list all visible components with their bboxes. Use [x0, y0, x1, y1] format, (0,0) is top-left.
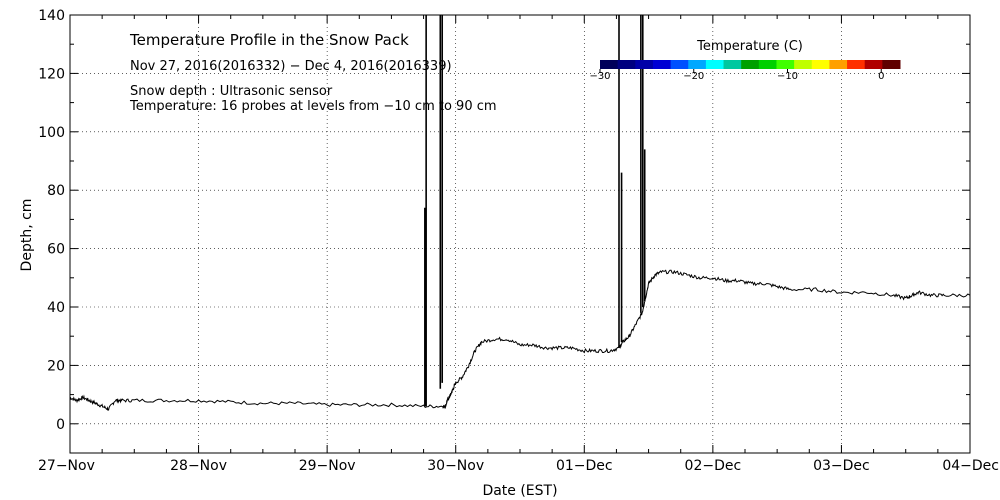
colorbar-cells — [600, 60, 901, 69]
x-tick-label: 01−Dec — [556, 458, 613, 474]
colorbar-cell — [864, 60, 883, 69]
colorbar-title: Temperature (C) — [696, 39, 803, 54]
y-tick-label: 140 — [38, 8, 65, 24]
colorbar-tick-label: −20 — [683, 71, 704, 82]
colorbar-cell — [652, 60, 672, 69]
colorbar-cell — [600, 60, 619, 69]
axis-ticks — [69, 14, 971, 454]
plot-frame — [69, 14, 971, 454]
colorbar-cell — [811, 60, 830, 69]
x-tick-labels: 27−Nov 28−Nov 29−Nov 30−Nov 01−Dec 02−Dec 03−D… — [38, 458, 999, 474]
colorbar-tick-label: −30 — [589, 71, 610, 82]
colorbar-cell — [794, 60, 813, 69]
y-axis-title: Depth, cm — [19, 199, 35, 272]
colorbar-cell — [776, 60, 795, 69]
y-tick-label: 100 — [38, 125, 65, 141]
x-tick-label: 28−Nov — [170, 458, 227, 474]
y-tick-label: 20 — [47, 358, 65, 374]
temperature-colorbar: Temperature (C) −30 −20 −10 0 — [589, 39, 901, 82]
y-tick-labels: 0 20 40 60 80 100 120 140 — [38, 8, 65, 433]
x-tick-label: 30−Nov — [427, 458, 484, 474]
y-tick-label: 0 — [56, 417, 65, 433]
colorbar-tick-label: −10 — [777, 71, 798, 82]
x-tick-label: 27−Nov — [38, 458, 95, 474]
colorbar-cell — [705, 60, 725, 69]
x-tick-label: 02−Dec — [685, 458, 742, 474]
colorbar-cell — [723, 60, 742, 69]
colorbar-cell — [670, 60, 689, 69]
colorbar-cell — [635, 60, 654, 69]
colorbar-cell — [741, 60, 760, 69]
colorbar-tick-labels: −30 −20 −10 0 — [589, 69, 884, 82]
colorbar-tick-label: 0 — [878, 71, 884, 82]
annotation-sensor: Snow depth : Ultrasonic sensor — [130, 84, 333, 99]
colorbar-cell — [617, 60, 636, 69]
spike-lines — [424, 15, 646, 407]
y-tick-label: 120 — [38, 66, 65, 82]
chart-subtitle: Nov 27, 2016(2016332) − Dec 4, 2016(2016… — [130, 59, 452, 74]
annotation-probes: Temperature: 16 probes at levels from −1… — [129, 99, 497, 114]
x-axis-title: Date (EST) — [482, 483, 557, 499]
x-tick-label: 03−Dec — [813, 458, 870, 474]
y-tick-label: 40 — [47, 300, 65, 316]
x-tick-label: 04−Dec — [942, 458, 999, 474]
y-tick-label: 80 — [47, 183, 65, 199]
colorbar-cell — [688, 60, 707, 69]
snow-depth-series-line — [70, 269, 971, 411]
chart-title: Temperature Profile in the Snow Pack — [129, 31, 409, 49]
colorbar-cell — [882, 60, 901, 69]
colorbar-cell — [829, 60, 848, 69]
colorbar-cell — [758, 60, 777, 69]
x-tick-label: 29−Nov — [299, 458, 356, 474]
colorbar-cell — [847, 60, 866, 69]
y-tick-label: 60 — [47, 242, 65, 258]
grid-lines — [70, 15, 970, 453]
